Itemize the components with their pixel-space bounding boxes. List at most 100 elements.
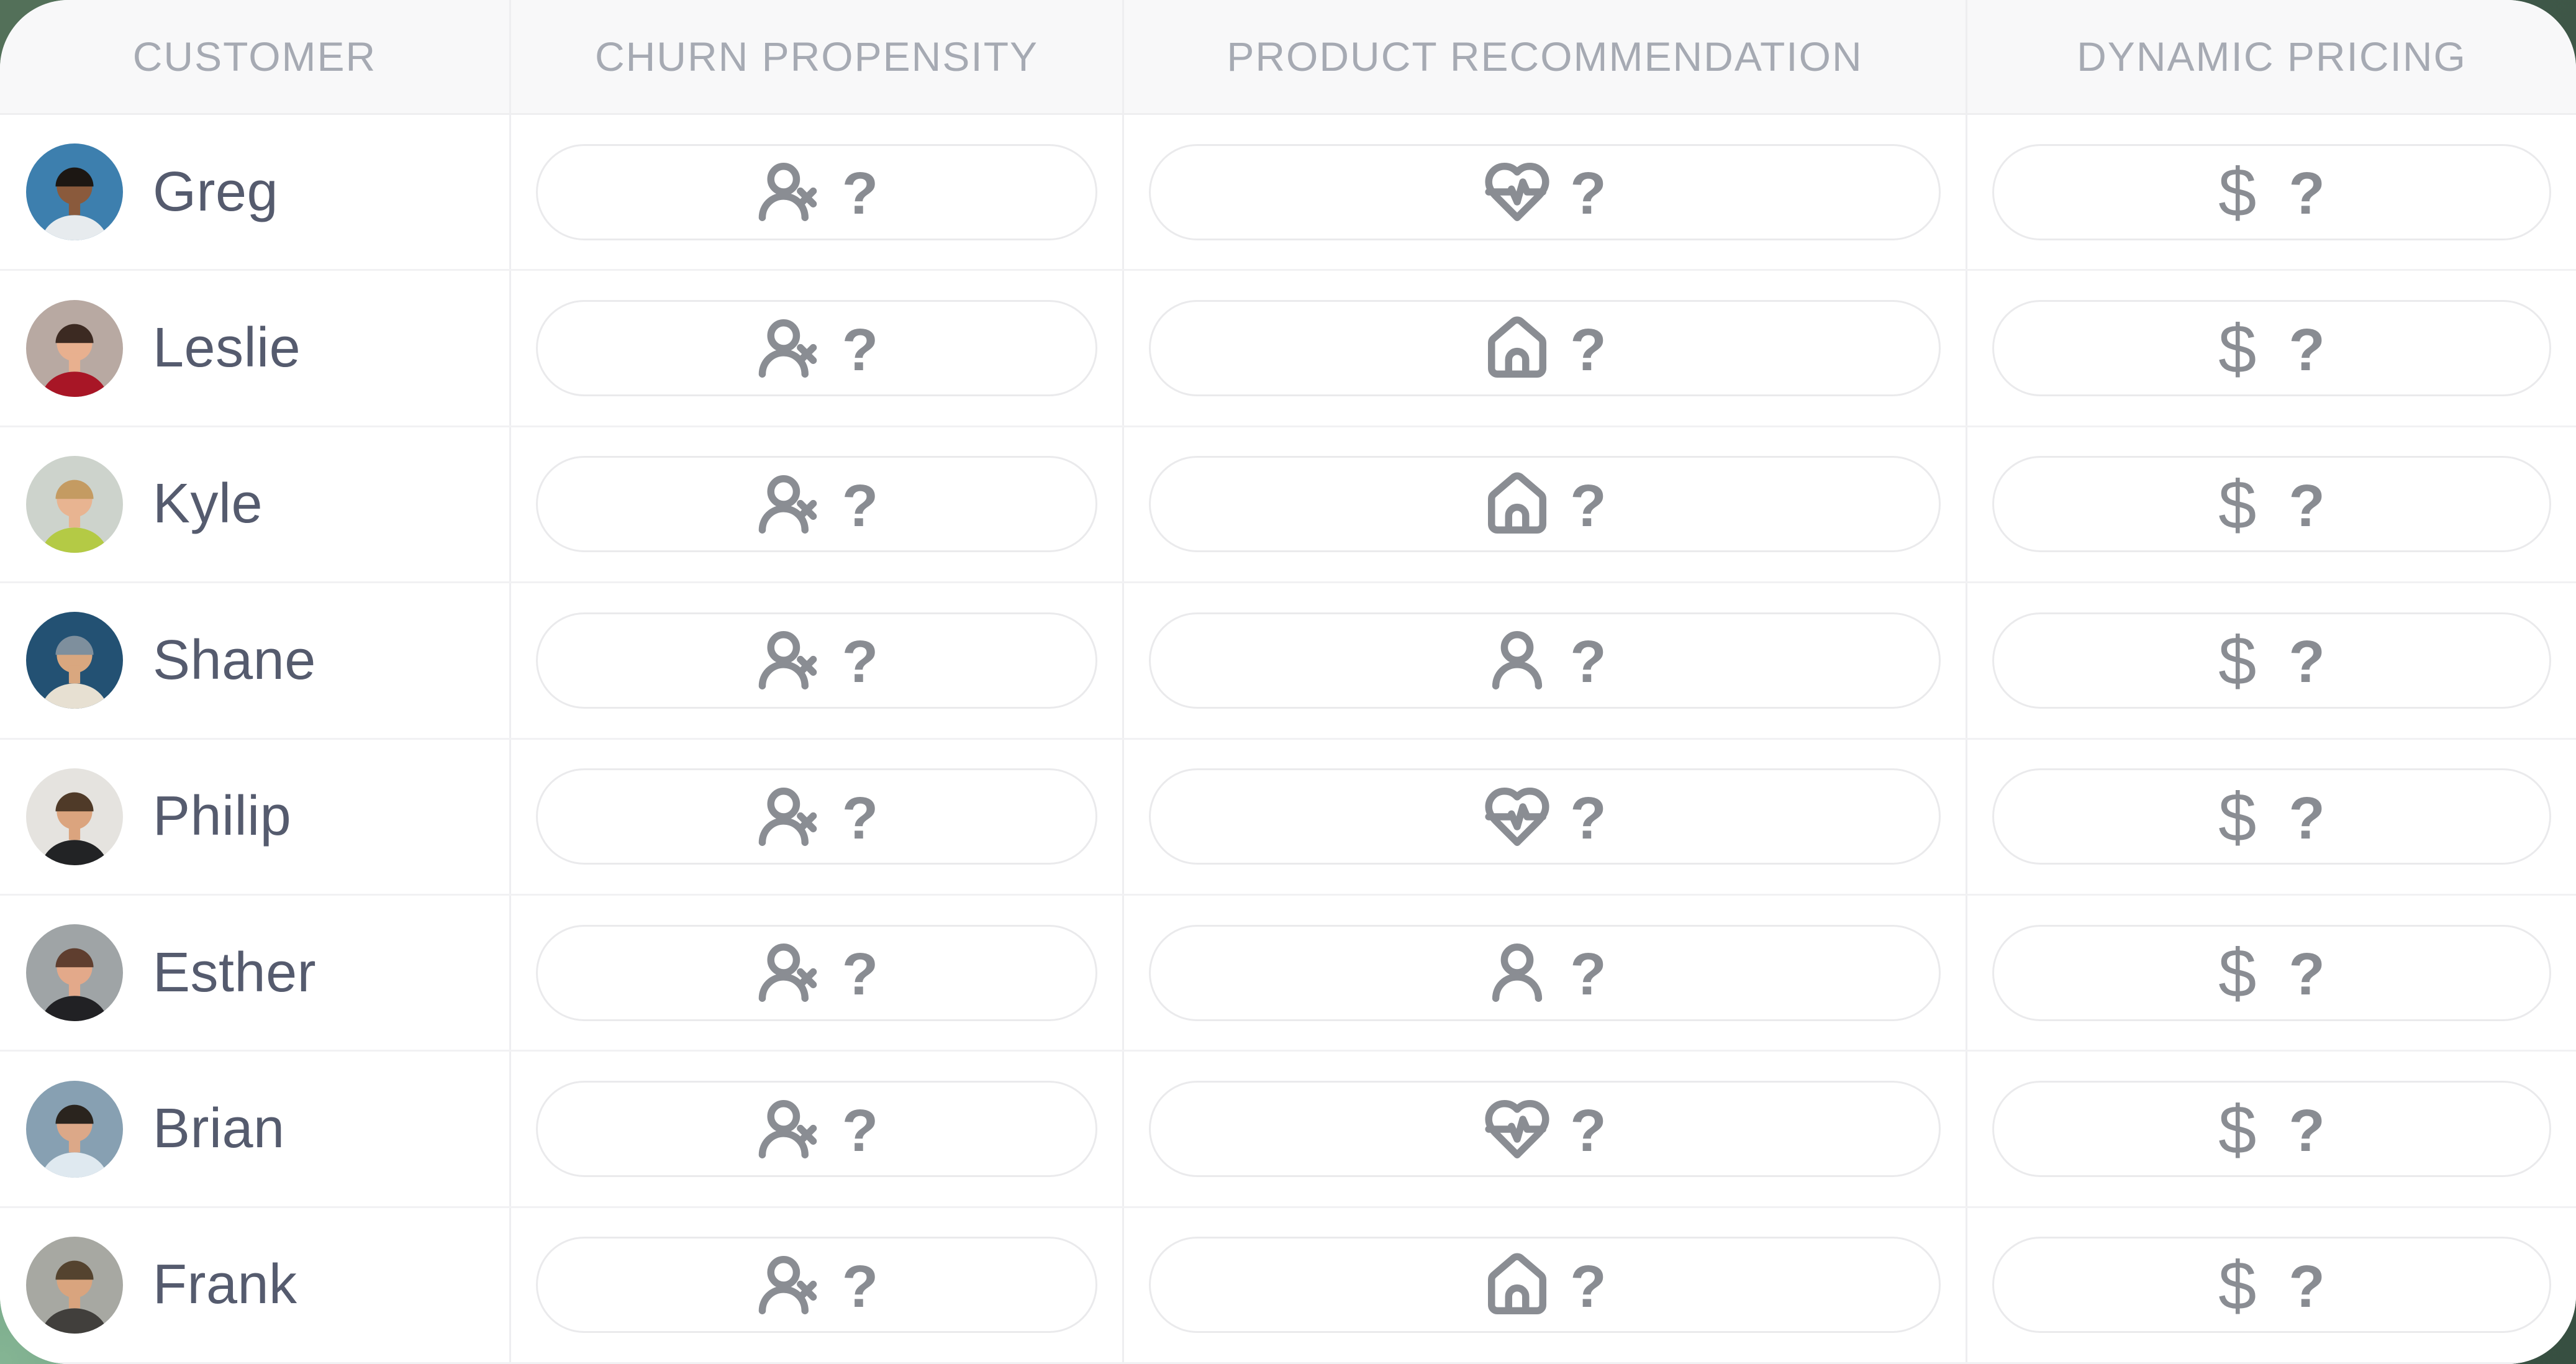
- dynamic-pricing-cell: $ ?: [1966, 427, 2576, 582]
- table-row: Greg ? ? $ ?: [0, 115, 2576, 271]
- question-mark: ?: [1570, 784, 1607, 852]
- avatar-neck: [68, 1290, 81, 1309]
- avatar-hair: [55, 480, 94, 499]
- product-recommendation-cell: ?: [1122, 739, 1966, 894]
- avatar: [26, 1236, 123, 1334]
- customer-name: Philip: [153, 785, 292, 848]
- avatar-neck: [68, 978, 81, 996]
- avatar-neck: [68, 509, 81, 528]
- user-x-icon: [755, 626, 823, 694]
- avatar-hair: [55, 792, 94, 811]
- avatar: [26, 143, 123, 241]
- user-x-icon: [755, 939, 823, 1007]
- product-recommendation-cell: ?: [1122, 895, 1966, 1050]
- user-x-icon: [755, 1095, 823, 1163]
- product-recommendation-button[interactable]: ?: [1149, 768, 1941, 865]
- question-mark: ?: [1570, 472, 1607, 539]
- question-mark: ?: [841, 160, 879, 227]
- dynamic-pricing-button[interactable]: $ ?: [1992, 143, 2551, 240]
- churn-propensity-cell: ?: [509, 583, 1122, 738]
- user-x-icon: [755, 783, 823, 851]
- column-header-customer: CUSTOMER: [132, 34, 377, 80]
- column-header-churn-propensity: CHURN PROPENSITY: [509, 0, 1122, 113]
- avatar-neck: [68, 1134, 81, 1152]
- churn-propensity-button[interactable]: ?: [536, 456, 1097, 553]
- dollar-sign-icon: $: [2218, 779, 2257, 856]
- column-header-dynamic-pricing: DYNAMIC PRICING: [1966, 0, 2576, 113]
- product-recommendation-button[interactable]: ?: [1149, 143, 1941, 240]
- avatar-hair: [55, 324, 94, 343]
- question-mark: ?: [2288, 472, 2325, 539]
- table-row: Frank ? ? $ ?: [0, 1207, 2576, 1364]
- product-recommendation-cell: ?: [1122, 583, 1966, 738]
- customer-cell: Frank: [0, 1208, 509, 1362]
- user-icon: [1483, 626, 1551, 694]
- dynamic-pricing-cell: $ ?: [1966, 583, 2576, 738]
- customer-name: Leslie: [153, 317, 301, 380]
- avatar-neck: [68, 821, 81, 840]
- churn-propensity-cell: ?: [509, 1207, 1122, 1363]
- customer-cell: Leslie: [0, 271, 509, 425]
- avatar-neck: [68, 353, 81, 371]
- table-header: CUSTOMER CHURN PROPENSITY PRODUCT RECOMM…: [0, 0, 2576, 115]
- table-row: Shane ? ? $ ?: [0, 583, 2576, 740]
- customer-cell: Brian: [0, 1052, 509, 1206]
- question-mark: ?: [1570, 1097, 1607, 1164]
- product-recommendation-button[interactable]: ?: [1149, 612, 1941, 709]
- table-row: Philip ? ? $ ?: [0, 739, 2576, 896]
- question-mark: ?: [1570, 316, 1607, 383]
- churn-propensity-cell: ?: [509, 739, 1122, 894]
- product-recommendation-button[interactable]: ?: [1149, 924, 1941, 1021]
- question-mark: ?: [2288, 941, 2325, 1008]
- dynamic-pricing-button[interactable]: $ ?: [1992, 924, 2551, 1021]
- avatar: [26, 1080, 123, 1178]
- churn-propensity-button[interactable]: ?: [536, 612, 1097, 709]
- product-recommendation-button[interactable]: ?: [1149, 456, 1941, 553]
- product-recommendation-cell: ?: [1122, 1207, 1966, 1363]
- product-recommendation-button[interactable]: ?: [1149, 1237, 1941, 1334]
- dynamic-pricing-button[interactable]: $ ?: [1992, 768, 2551, 865]
- avatar: [26, 299, 123, 397]
- churn-propensity-button[interactable]: ?: [536, 924, 1097, 1021]
- churn-propensity-cell: ?: [509, 115, 1122, 270]
- customer-name: Greg: [153, 160, 279, 223]
- dollar-sign-icon: $: [2218, 935, 2257, 1012]
- question-mark: ?: [1570, 941, 1607, 1008]
- dynamic-pricing-button[interactable]: $ ?: [1992, 456, 2551, 553]
- customer-cell: Esther: [0, 896, 509, 1050]
- dynamic-pricing-button[interactable]: $ ?: [1992, 1237, 2551, 1334]
- avatar: [26, 455, 123, 553]
- question-mark: ?: [2288, 629, 2325, 696]
- churn-propensity-button[interactable]: ?: [536, 768, 1097, 865]
- churn-propensity-cell: ?: [509, 1052, 1122, 1206]
- churn-propensity-button[interactable]: ?: [536, 1081, 1097, 1178]
- product-recommendation-button[interactable]: ?: [1149, 1081, 1941, 1178]
- house-icon: [1483, 314, 1551, 383]
- dollar-sign-icon: $: [2218, 311, 2257, 388]
- question-mark: ?: [2288, 1097, 2325, 1164]
- avatar-shirt: [41, 215, 108, 241]
- avatar-hair: [55, 1104, 94, 1124]
- churn-propensity-button[interactable]: ?: [536, 143, 1097, 240]
- customer-name: Frank: [153, 1253, 297, 1316]
- customer-cell: Greg: [0, 115, 509, 269]
- avatar-shirt: [41, 840, 108, 865]
- table-row: Esther ? ? $ ?: [0, 895, 2576, 1052]
- product-recommendation-cell: ?: [1122, 427, 1966, 582]
- product-recommendation-button[interactable]: ?: [1149, 300, 1941, 397]
- dynamic-pricing-button[interactable]: $ ?: [1992, 300, 2551, 397]
- question-mark: ?: [2288, 160, 2325, 227]
- dynamic-pricing-button[interactable]: $ ?: [1992, 612, 2551, 709]
- avatar-hair: [55, 636, 94, 655]
- dynamic-pricing-button[interactable]: $ ?: [1992, 1081, 2551, 1178]
- user-x-icon: [755, 314, 823, 383]
- question-mark: ?: [841, 1253, 879, 1320]
- avatar-shirt: [41, 1152, 108, 1178]
- avatar-hair: [55, 1260, 94, 1280]
- user-x-icon: [755, 470, 823, 539]
- churn-propensity-cell: ?: [509, 271, 1122, 425]
- churn-propensity-button[interactable]: ?: [536, 300, 1097, 397]
- dynamic-pricing-cell: $ ?: [1966, 1207, 2576, 1363]
- churn-propensity-button[interactable]: ?: [536, 1237, 1097, 1334]
